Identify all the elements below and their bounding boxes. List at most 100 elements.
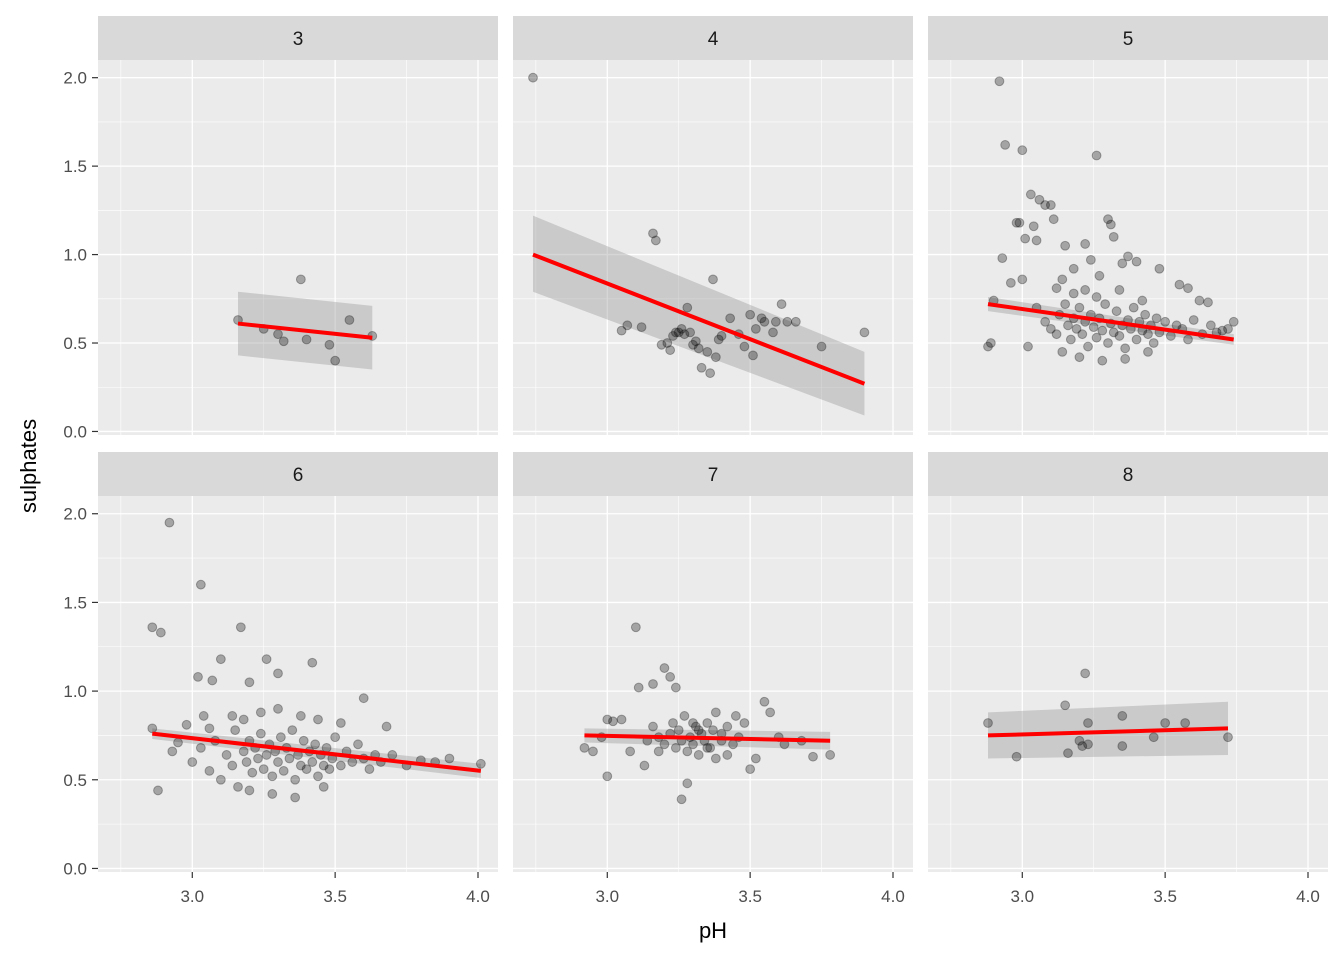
data-point <box>716 331 727 341</box>
data-point <box>147 622 158 633</box>
data-point <box>1083 739 1093 750</box>
data-point <box>1020 233 1031 244</box>
data-point <box>1034 194 1045 205</box>
y-tick-label: 0.0 <box>63 859 87 878</box>
data-point <box>1040 316 1051 327</box>
data-point <box>713 334 724 345</box>
data-point <box>227 711 238 721</box>
data-point <box>1174 279 1185 290</box>
data-point <box>994 76 1005 87</box>
data-point <box>1025 189 1036 200</box>
data-point <box>181 719 192 730</box>
data-point <box>1080 285 1091 295</box>
data-point <box>702 346 713 357</box>
data-point <box>690 336 701 347</box>
data-point <box>682 302 693 313</box>
data-point <box>1083 718 1093 728</box>
data-point <box>344 315 355 325</box>
data-point <box>1223 732 1233 743</box>
data-point <box>155 627 166 638</box>
data-point <box>636 322 647 332</box>
y-axis-top-row: 0.0 0.5 1.0 1.5 2.0 <box>63 69 98 441</box>
data-point <box>187 757 198 767</box>
facet-strip-label: 3 <box>293 29 304 50</box>
data-point <box>1183 334 1193 345</box>
data-point <box>1180 718 1191 728</box>
data-point <box>653 746 664 757</box>
data-point <box>1148 338 1159 348</box>
data-point <box>682 778 693 789</box>
data-point <box>1060 240 1071 251</box>
data-point <box>1131 256 1142 267</box>
data-point <box>648 721 658 732</box>
data-point <box>335 718 346 728</box>
data-point <box>330 732 341 743</box>
y-tick-label: 0.0 <box>63 422 87 441</box>
data-point <box>1074 302 1085 313</box>
data-point <box>1074 352 1085 363</box>
facet-strip-label: 6 <box>293 465 304 486</box>
data-point <box>1103 338 1113 348</box>
data-point <box>295 711 306 721</box>
data-point <box>739 341 750 352</box>
data-point <box>335 760 346 771</box>
data-point <box>381 721 392 732</box>
data-point <box>1057 346 1068 357</box>
data-point <box>324 339 335 350</box>
data-point <box>685 327 696 338</box>
data-point <box>1123 251 1133 262</box>
trend-line <box>532 252 866 386</box>
data-point <box>1148 732 1159 743</box>
data-point <box>244 677 255 688</box>
data-point <box>301 764 312 775</box>
data-point <box>665 345 676 355</box>
data-point <box>1091 292 1102 302</box>
data-point <box>1140 309 1151 320</box>
data-point <box>215 654 226 665</box>
data-point <box>702 742 713 753</box>
data-point <box>230 725 241 736</box>
data-point <box>770 316 781 327</box>
data-point <box>693 725 704 736</box>
data-point <box>1023 341 1033 352</box>
data-point <box>1068 263 1079 274</box>
data-point <box>290 774 301 785</box>
data-point <box>258 764 269 775</box>
data-point <box>255 707 266 718</box>
data-point <box>1051 283 1062 294</box>
data-point <box>204 766 215 776</box>
data-point <box>1068 288 1079 299</box>
y-axis-title: sulphates <box>16 419 41 513</box>
data-point <box>650 235 661 246</box>
data-point <box>1100 299 1111 310</box>
facet-strip <box>928 16 1328 60</box>
data-point <box>295 274 306 285</box>
facet-strip <box>513 452 913 496</box>
x-tick-label: 4.0 <box>466 887 490 906</box>
data-point <box>1017 274 1028 285</box>
data-point <box>1117 741 1128 751</box>
data-point <box>1131 334 1142 345</box>
facet-strip-label: 5 <box>1123 29 1134 50</box>
data-point <box>1017 145 1028 156</box>
data-point <box>195 742 206 753</box>
data-point <box>1117 258 1128 269</box>
data-point <box>1228 316 1239 327</box>
facet-panel: 6 <box>98 452 498 872</box>
data-point <box>330 355 341 366</box>
data-point <box>705 742 716 753</box>
data-point <box>1097 355 1108 366</box>
data-point <box>310 739 321 750</box>
data-point <box>1105 219 1116 230</box>
data-point <box>768 327 778 338</box>
data-point <box>722 721 733 732</box>
data-point <box>255 728 266 739</box>
data-point <box>301 334 312 345</box>
data-point <box>656 339 667 350</box>
data-point <box>1051 329 1062 340</box>
data-point <box>247 767 258 778</box>
data-point <box>1111 306 1122 317</box>
data-point <box>1011 217 1022 228</box>
x-axes: 3.0 3.5 4.0 3.0 3.5 4.0 3.0 3.5 4.0 <box>180 872 1320 906</box>
data-point <box>765 707 776 718</box>
